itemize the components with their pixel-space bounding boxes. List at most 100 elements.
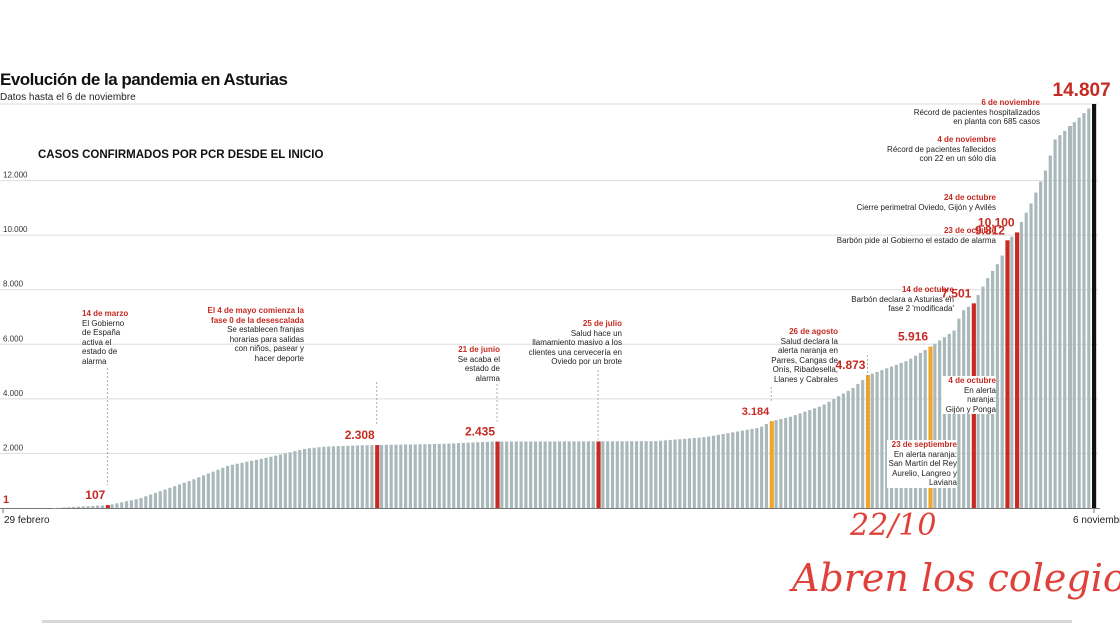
- annotation-23-octubre: 23 de octubre Barbón pide al Gobierno el…: [820, 226, 996, 245]
- annotation-line: hacer deporte: [254, 353, 304, 363]
- bar: [995, 264, 999, 508]
- bar: [1063, 130, 1067, 508]
- bar: [394, 444, 398, 508]
- chart-title: Evolución de la pandemia en Asturias: [0, 70, 288, 89]
- bar: [264, 457, 268, 508]
- bar: [447, 443, 451, 508]
- bar: [1077, 117, 1081, 508]
- bar: [302, 448, 307, 508]
- bar: [822, 404, 826, 508]
- bar: [67, 507, 71, 508]
- bar: [529, 441, 533, 508]
- bar: [817, 406, 821, 508]
- bar: [865, 375, 871, 508]
- bar: [591, 441, 595, 508]
- bar: [105, 505, 110, 508]
- bar: [379, 444, 384, 508]
- bar: [659, 440, 663, 508]
- bar: [1000, 255, 1004, 508]
- bar: [740, 430, 744, 508]
- bar: [832, 399, 836, 508]
- annotation-4-octubre: 4 de octubre En alerta naranja: Gijón y …: [942, 376, 996, 414]
- annotation-4-noviembre: 4 de noviembre Récord de pacientes falle…: [860, 135, 996, 164]
- value-label-first: 1: [3, 494, 9, 506]
- bar: [812, 408, 817, 508]
- annotation-date: 25 de julio: [582, 319, 622, 328]
- annotation-line: Barbón declara a Asturias en: [851, 294, 954, 304]
- bar: [389, 444, 393, 508]
- bar: [404, 444, 408, 508]
- bar: [192, 479, 196, 508]
- annotation-line: Se establecen franjas: [227, 325, 304, 334]
- value-label: 2.435: [465, 425, 495, 439]
- bar: [259, 458, 263, 508]
- bar: [683, 438, 687, 508]
- bar: [586, 441, 591, 508]
- bar: [57, 507, 61, 509]
- annotation-line: estado de: [82, 347, 118, 356]
- bar: [360, 445, 364, 508]
- annotation-line: En alerta: [963, 385, 996, 395]
- annotation-line: Llanes y Cabrales: [773, 374, 838, 384]
- bar: [1087, 108, 1091, 508]
- bar: [408, 444, 413, 508]
- bar: [649, 441, 653, 508]
- bar: [91, 505, 95, 508]
- annotation-line: horarias para salidas: [229, 334, 304, 344]
- bar: [1072, 122, 1076, 509]
- annotation-line: de España: [82, 328, 121, 337]
- annotation-line: alarma: [475, 373, 500, 383]
- bar: [341, 446, 345, 508]
- bar: [187, 481, 191, 508]
- bar: [1010, 236, 1014, 508]
- annotation-6-noviembre: 6 de noviembre Récord de pacientes hospi…: [880, 98, 1040, 127]
- horizontal-scrollbar[interactable]: [42, 620, 1072, 623]
- bar: [399, 444, 403, 508]
- bar: [336, 446, 340, 508]
- bar: [808, 410, 812, 508]
- bar: [620, 441, 624, 508]
- bar: [485, 441, 489, 508]
- section-title: CASOS CONFIRMADOS POR PCR DESDE EL INICI…: [38, 149, 324, 161]
- bar: [331, 446, 336, 508]
- annotation-date: El 4 de mayo comienza la fase 0 de la de…: [207, 306, 304, 325]
- annotation-line: Oviedo por un brote: [551, 357, 622, 366]
- bar: [110, 504, 114, 508]
- bar: [533, 441, 538, 508]
- annotation-line: Récord de pacientes fallecidos: [887, 144, 996, 154]
- bar: [904, 361, 908, 508]
- bar: [1067, 126, 1073, 509]
- bar: [514, 441, 518, 508]
- bar: [601, 441, 605, 508]
- annotation-date: 6 de noviembre: [981, 98, 1040, 107]
- bar: [115, 503, 119, 508]
- annotation-date: 24 de octubre: [943, 193, 996, 202]
- bar: [370, 445, 374, 508]
- bar: [942, 337, 947, 508]
- bar: [81, 506, 85, 508]
- bar: [1058, 135, 1062, 509]
- bar: [779, 418, 783, 508]
- bar: [596, 441, 601, 508]
- bar: [750, 428, 754, 508]
- bar: [254, 459, 259, 508]
- bar: [952, 330, 956, 508]
- chart-subtitle: Datos hasta el 6 de noviembre: [0, 92, 136, 103]
- bar: [384, 444, 388, 508]
- bar: [307, 448, 311, 508]
- bar: [1034, 192, 1038, 508]
- bar: [764, 424, 769, 508]
- y-tick-label: 6.000: [3, 334, 24, 343]
- bar: [524, 441, 528, 508]
- bar: [153, 492, 158, 508]
- bar: [432, 444, 437, 508]
- bar: [582, 441, 586, 508]
- annotation-line: fase 2 'modificada': [888, 304, 954, 313]
- bar: [678, 439, 682, 508]
- bar: [567, 441, 571, 508]
- bar: [230, 464, 235, 508]
- bar: [606, 441, 610, 508]
- bar: [841, 393, 846, 508]
- bar: [716, 434, 720, 508]
- bar: [793, 415, 797, 508]
